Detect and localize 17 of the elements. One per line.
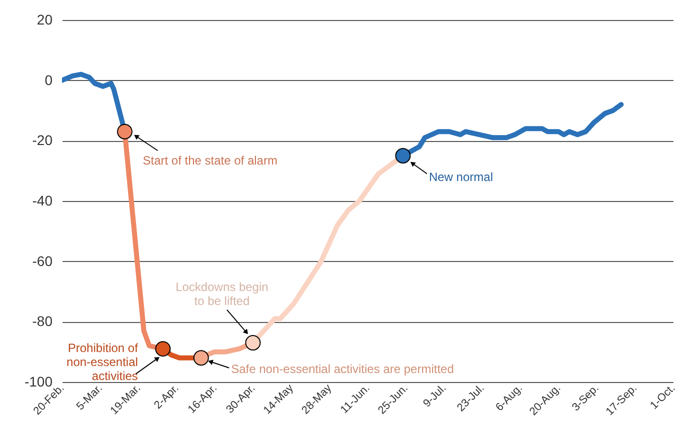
y-tick-label: -40 [32,192,53,208]
point [193,350,209,366]
y-tick-label: -60 [32,252,53,269]
y-tick-label: -20 [32,132,53,148]
point [395,148,411,164]
y-tick-label: 0 [44,72,53,88]
point [245,335,261,351]
annotation: New normal [428,170,493,184]
y-tick-label: -80 [32,313,53,330]
annotation: Start of the state of alarm [142,154,278,168]
point [155,341,171,357]
annotation: Prohibition of non-essential activities [66,340,139,383]
y-tick-label: -100 [24,374,53,390]
y-tick-label: 20 [36,12,53,28]
annotation: Lockdowns begin to be lifted [176,280,268,308]
point [116,124,132,140]
annotation: Safe non-essential activities are permitted [231,362,454,376]
